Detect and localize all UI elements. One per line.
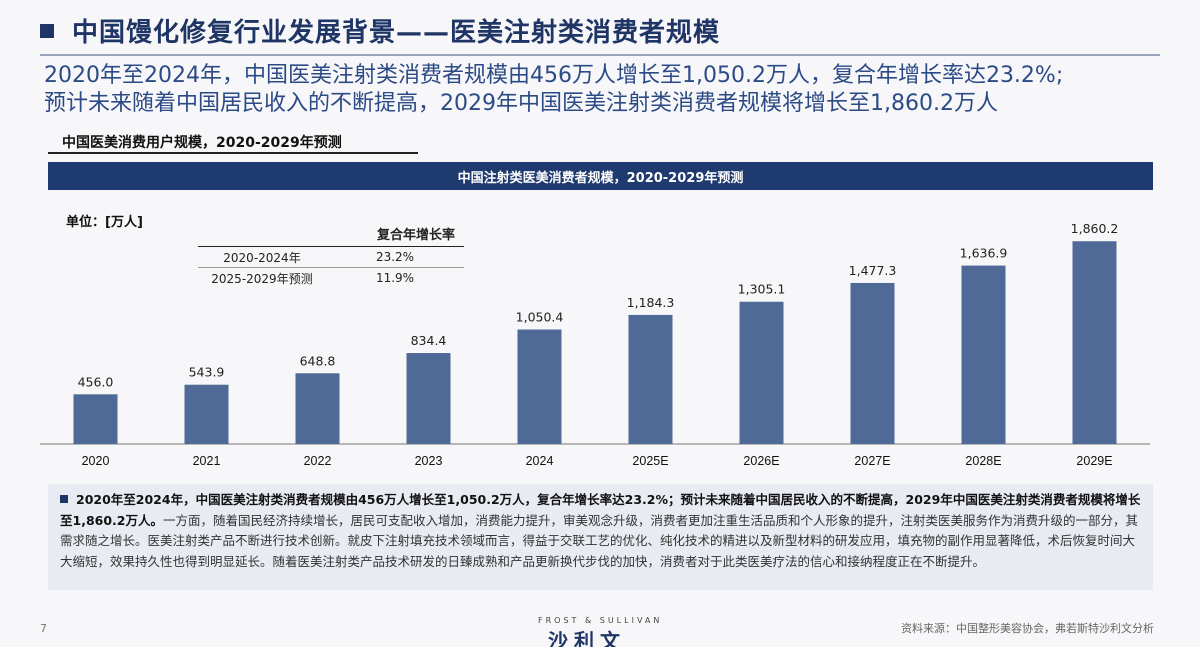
data-label-2020: 456.0	[78, 374, 114, 389]
x-tick-2021: 2021	[193, 454, 221, 468]
x-tick-2024: 2024	[526, 454, 554, 468]
data-label-2024: 1,050.4	[516, 310, 564, 325]
logo-mark: 沙利文	[548, 629, 626, 647]
cagr-value: 11.9%	[375, 271, 415, 285]
note-body-text: 一方面，随着国民经济持续增长，居民可支配收入增加，消费能力提升，审美观念升级，消…	[60, 512, 1139, 569]
note-square-icon	[60, 495, 68, 503]
chart-banner: 中国注射类医美消费者规模，2020-2029年预测	[48, 162, 1153, 190]
x-tick-2026E: 2026E	[743, 454, 779, 468]
cagr-table: 复合年增长率 2020-2024年 23.2% 2025-2029年预测 11.…	[198, 224, 464, 288]
page-number: 7	[40, 622, 47, 635]
title-square-icon	[40, 23, 54, 38]
x-tick-2022: 2022	[304, 454, 332, 468]
bar-2028E	[961, 265, 1006, 444]
page-title: 中国馒化修复行业发展背景——医美注射类消费者规模	[40, 12, 720, 49]
bar-2029E	[1072, 241, 1117, 444]
bar-chart: 456.0 2020 543.9 2021 648.8 2022 834.4 2023 1,05…	[40, 221, 1150, 468]
data-label-2025E: 1,184.3	[627, 295, 675, 310]
x-tick-2029E: 2029E	[1076, 454, 1112, 468]
data-label-2021: 543.9	[189, 365, 225, 380]
bar-2027E	[850, 282, 895, 444]
data-label-2022: 648.8	[300, 353, 336, 368]
headline-line-1: 2020年至2024年，中国医美注射类消费者规模由456万人增长至1,050.2…	[44, 63, 1064, 88]
x-tick-2025E: 2025E	[632, 454, 668, 468]
cagr-period: 2025-2029年预测	[211, 271, 313, 286]
cagr-header-label: 复合年增长率	[376, 228, 455, 243]
bar-2022	[295, 373, 340, 444]
x-tick-2023: 2023	[415, 454, 443, 468]
note-bold-text: 2020年至2024年，中国医美注射类消费者规模由456万人增长至1,050.2…	[60, 492, 1141, 528]
title-divider	[40, 54, 1160, 56]
bar-2026E	[739, 301, 784, 444]
chart-subtitle: 中国医美消费用户规模，2020-2029年预测	[62, 135, 342, 151]
data-label-2027E: 1,477.3	[849, 263, 897, 278]
bar-2023	[406, 353, 451, 444]
subtitle-divider	[48, 152, 418, 154]
data-label-2026E: 1,305.1	[738, 282, 786, 297]
cagr-table-header: 复合年增长率	[198, 224, 464, 247]
x-tick-2028E: 2028E	[965, 454, 1001, 468]
summary-note: 2020年至2024年，中国医美注射类消费者规模由456万人增长至1,050.2…	[48, 484, 1153, 590]
source-note: 资料来源：中国整形美容协会，弗若斯特沙利文分析	[901, 622, 1154, 635]
frost-sullivan-logo: FROST & SULLIVAN	[538, 616, 663, 625]
unit-label: 单位：[万人]	[66, 215, 143, 230]
bar-2025E	[628, 314, 673, 444]
cagr-period: 2020-2024年	[223, 250, 301, 265]
data-label-2028E: 1,636.9	[960, 246, 1008, 261]
chart-banner-text: 中国注射类医美消费者规模，2020-2029年预测	[457, 170, 744, 186]
x-tick-2020: 2020	[82, 454, 110, 468]
data-label-2029E: 1,860.2	[1071, 221, 1119, 236]
bar-2021	[184, 384, 229, 444]
headline: 2020年至2024年，中国医美注射类消费者规模由456万人增长至1,050.2…	[44, 62, 1174, 118]
page-title-text: 中国馒化修复行业发展背景——医美注射类消费者规模	[72, 18, 721, 48]
data-label-2023: 834.4	[411, 333, 447, 348]
bar-2020	[73, 394, 118, 444]
cagr-row: 2025-2029年预测 11.9%	[198, 268, 464, 288]
headline-line-2: 预计未来随着中国居民收入的不断提高，2029年中国医美注射类消费者规模将增长至1…	[44, 91, 998, 116]
cagr-row: 2020-2024年 23.2%	[198, 247, 464, 268]
cagr-value: 23.2%	[375, 250, 415, 264]
x-tick-2027E: 2027E	[854, 454, 890, 468]
bar-2024	[517, 329, 562, 444]
